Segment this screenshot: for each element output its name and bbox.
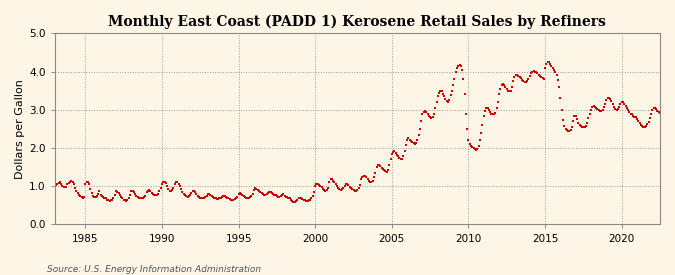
Y-axis label: Dollars per Gallon: Dollars per Gallon [15, 79, 25, 179]
Title: Monthly East Coast (PADD 1) Kerosene Retail Sales by Refiners: Monthly East Coast (PADD 1) Kerosene Ret… [109, 15, 606, 29]
Text: Source: U.S. Energy Information Administration: Source: U.S. Energy Information Administ… [47, 265, 261, 274]
